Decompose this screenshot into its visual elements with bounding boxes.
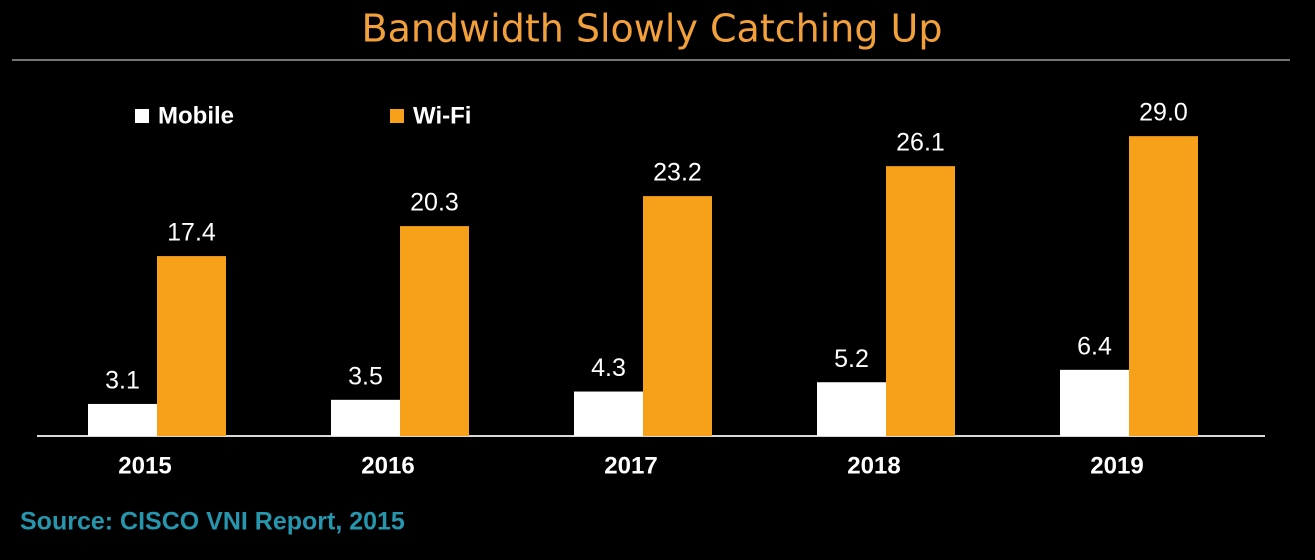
bar bbox=[1060, 369, 1129, 436]
x-tick-label: 2018 bbox=[847, 452, 900, 479]
bar bbox=[643, 196, 712, 436]
data-label: 5.2 bbox=[834, 345, 869, 373]
bar bbox=[886, 166, 955, 436]
bar bbox=[400, 226, 469, 436]
legend-swatch bbox=[135, 109, 149, 123]
data-label: 6.4 bbox=[1077, 332, 1112, 360]
data-label: 17.4 bbox=[167, 219, 216, 247]
bar bbox=[1129, 136, 1198, 436]
data-label: 23.2 bbox=[653, 159, 702, 187]
legend-swatch bbox=[390, 109, 404, 123]
data-label: 4.3 bbox=[591, 354, 626, 382]
legend-label: Wi-Fi bbox=[413, 102, 471, 129]
bar bbox=[331, 399, 400, 436]
data-label: 3.5 bbox=[348, 362, 383, 390]
legend-label: Mobile bbox=[158, 102, 234, 129]
bar bbox=[88, 403, 157, 436]
data-label: 20.3 bbox=[410, 189, 459, 217]
chart-title: Bandwidth Slowly Catching Up bbox=[362, 7, 943, 51]
x-tick-label: 2017 bbox=[604, 452, 657, 479]
bar bbox=[817, 382, 886, 436]
source-note: Source: CISCO VNI Report, 2015 bbox=[20, 508, 405, 536]
data-label: 29.0 bbox=[1139, 99, 1188, 127]
data-label: 26.1 bbox=[896, 129, 945, 157]
x-tick-label: 2019 bbox=[1090, 452, 1143, 479]
x-tick-label: 2015 bbox=[118, 452, 171, 479]
data-label: 3.1 bbox=[105, 367, 140, 395]
bar bbox=[574, 391, 643, 436]
x-tick-label: 2016 bbox=[361, 452, 414, 479]
bar bbox=[157, 256, 226, 436]
